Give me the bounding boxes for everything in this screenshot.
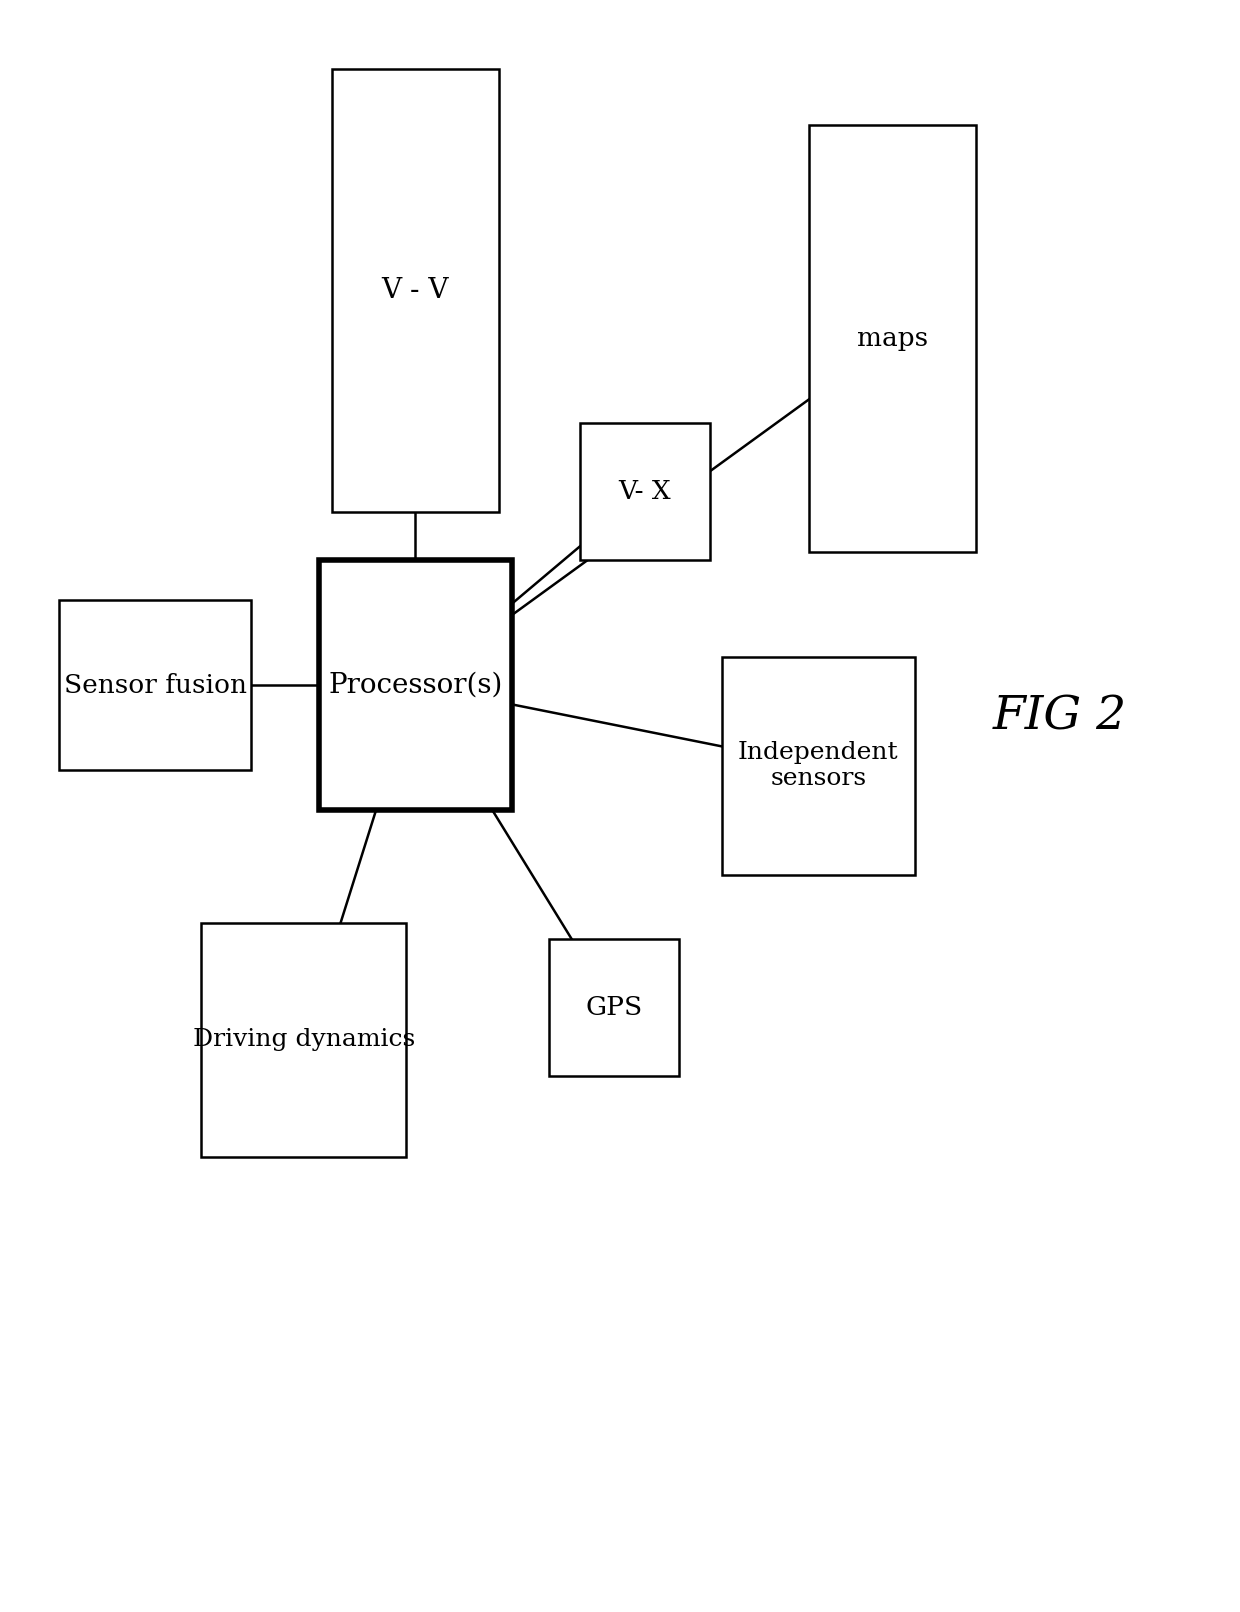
Text: Processor(s): Processor(s) xyxy=(329,672,502,698)
Text: Driving dynamics: Driving dynamics xyxy=(192,1028,415,1051)
Bar xyxy=(201,922,407,1157)
Text: V - V: V - V xyxy=(382,277,449,303)
Bar xyxy=(722,658,915,874)
Text: V- X: V- X xyxy=(619,479,671,505)
Text: Sensor fusion: Sensor fusion xyxy=(63,672,247,698)
Bar xyxy=(808,126,976,551)
Text: FIG 2: FIG 2 xyxy=(993,695,1127,740)
Bar xyxy=(320,561,511,811)
Bar xyxy=(580,424,711,561)
Text: Independent
sensors: Independent sensors xyxy=(738,742,899,790)
Text: maps: maps xyxy=(857,326,929,351)
Text: GPS: GPS xyxy=(585,995,642,1020)
Bar xyxy=(549,938,680,1077)
Bar xyxy=(60,601,252,771)
Bar xyxy=(332,69,498,513)
